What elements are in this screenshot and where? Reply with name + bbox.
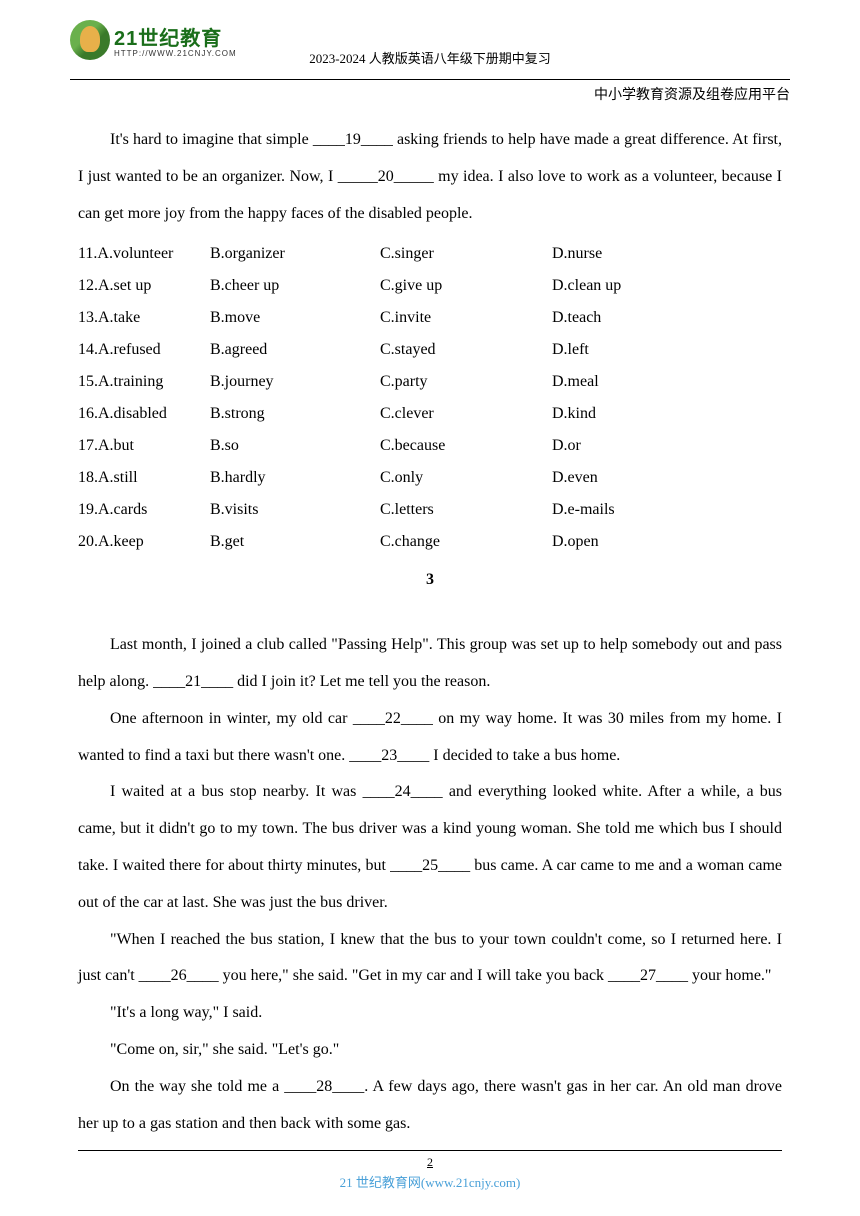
- opt-b: B.visits: [210, 494, 380, 526]
- opt-c: C.only: [380, 462, 552, 494]
- footer-site-text: 21 世纪教育网(www.21cnjy.com): [340, 1175, 521, 1190]
- opt-c: C.invite: [380, 302, 552, 334]
- paragraph: "It's a long way," I said.: [78, 995, 782, 1032]
- opt-b: B.journey: [210, 366, 380, 398]
- opt-a: 12.A.set up: [78, 270, 210, 302]
- opt-c: C.party: [380, 366, 552, 398]
- opt-b: B.so: [210, 430, 380, 462]
- option-row: 19.A.cardsB.visitsC.lettersD.e-mails: [78, 494, 782, 526]
- option-row: 13.A.takeB.moveC.inviteD.teach: [78, 302, 782, 334]
- logo-sub-text: HTTP://WWW.21CNJY.COM: [114, 49, 237, 58]
- opt-b: B.strong: [210, 398, 380, 430]
- opt-c: C.letters: [380, 494, 552, 526]
- footer-divider: [78, 1150, 782, 1151]
- opt-d: D.even: [552, 462, 782, 494]
- opt-d: D.clean up: [552, 270, 782, 302]
- option-row: 11.A.volunteerB.organizerC.singerD.nurse: [78, 238, 782, 270]
- opt-a: 18.A.still: [78, 462, 210, 494]
- section-number: 3: [78, 562, 782, 599]
- opt-a: 19.A.cards: [78, 494, 210, 526]
- opt-a: 14.A.refused: [78, 334, 210, 366]
- page-footer: 2 21 世纪教育网(www.21cnjy.com): [78, 1150, 782, 1192]
- opt-a: 16.A.disabled: [78, 398, 210, 430]
- opt-d: D.teach: [552, 302, 782, 334]
- opt-c: C.stayed: [380, 334, 552, 366]
- option-row: 16.A.disabledB.strongC.cleverD.kind: [78, 398, 782, 430]
- option-row: 14.A.refusedB.agreedC.stayedD.left: [78, 334, 782, 366]
- opt-a: 20.A.keep: [78, 526, 210, 558]
- opt-a: 11.A.volunteer: [78, 238, 210, 270]
- page-header: 21世纪教育 HTTP://WWW.21CNJY.COM 2023-2024 人…: [70, 20, 790, 100]
- opt-c: C.change: [380, 526, 552, 558]
- platform-label: 中小学教育资源及组卷应用平台: [594, 84, 790, 104]
- opt-d: D.e-mails: [552, 494, 782, 526]
- opt-b: B.get: [210, 526, 380, 558]
- paragraph: One afternoon in winter, my old car ____…: [78, 701, 782, 775]
- option-row: 17.A.butB.soC.becauseD.or: [78, 430, 782, 462]
- opt-b: B.cheer up: [210, 270, 380, 302]
- option-row: 15.A.trainingB.journeyC.partyD.meal: [78, 366, 782, 398]
- opt-a: 17.A.but: [78, 430, 210, 462]
- option-row: 20.A.keepB.getC.changeD.open: [78, 526, 782, 558]
- logo-main-text: 21世纪教育: [114, 22, 237, 51]
- opt-d: D.meal: [552, 366, 782, 398]
- header-divider: [70, 79, 790, 80]
- opt-c: C.singer: [380, 238, 552, 270]
- paragraph: "When I reached the bus station, I knew …: [78, 922, 782, 996]
- paragraph: Last month, I joined a club called "Pass…: [78, 627, 782, 701]
- options-table: 11.A.volunteerB.organizerC.singerD.nurse…: [78, 238, 782, 558]
- opt-d: D.open: [552, 526, 782, 558]
- opt-d: D.left: [552, 334, 782, 366]
- logo-badge-icon: [70, 20, 110, 60]
- paragraph: "Come on, sir," she said. "Let's go.": [78, 1032, 782, 1069]
- page-number: 2: [427, 1155, 433, 1170]
- paragraph-intro: It's hard to imagine that simple ____19_…: [78, 122, 782, 232]
- paragraph: I waited at a bus stop nearby. It was __…: [78, 774, 782, 921]
- paragraph: On the way she told me a ____28____. A f…: [78, 1069, 782, 1143]
- site-logo: 21世纪教育 HTTP://WWW.21CNJY.COM: [70, 20, 237, 60]
- opt-d: D.nurse: [552, 238, 782, 270]
- opt-a: 13.A.take: [78, 302, 210, 334]
- opt-c: C.give up: [380, 270, 552, 302]
- logo-text-group: 21世纪教育 HTTP://WWW.21CNJY.COM: [114, 22, 237, 58]
- document-body: It's hard to imagine that simple ____19_…: [78, 122, 782, 1142]
- opt-c: C.clever: [380, 398, 552, 430]
- opt-b: B.hardly: [210, 462, 380, 494]
- document-title: 2023-2024 人教版英语八年级下册期中复习: [309, 48, 551, 67]
- opt-b: B.agreed: [210, 334, 380, 366]
- opt-d: D.kind: [552, 398, 782, 430]
- opt-a: 15.A.training: [78, 366, 210, 398]
- opt-d: D.or: [552, 430, 782, 462]
- option-row: 12.A.set upB.cheer upC.give upD.clean up: [78, 270, 782, 302]
- option-row: 18.A.stillB.hardlyC.onlyD.even: [78, 462, 782, 494]
- opt-b: B.organizer: [210, 238, 380, 270]
- opt-c: C.because: [380, 430, 552, 462]
- opt-b: B.move: [210, 302, 380, 334]
